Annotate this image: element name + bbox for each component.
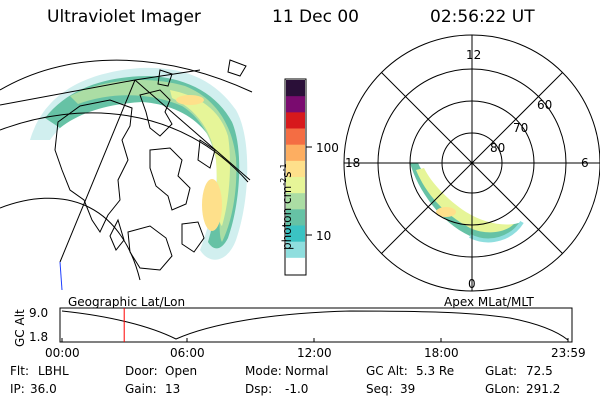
colorbar-swatch: [286, 177, 305, 194]
glon-value: 291.2: [526, 382, 561, 396]
colorbar-ticks: [306, 146, 312, 236]
seq-value: 39: [400, 382, 416, 396]
colorbar-swatch: [286, 128, 305, 146]
glat-label: GLat:: [485, 364, 518, 378]
orbit-xtick: 23:59: [551, 346, 586, 360]
date-label: 11 Dec 00: [272, 7, 359, 27]
limb-marker: [59, 261, 63, 290]
colorbar-gradient: [286, 80, 305, 275]
orbit-x-ticks: [61, 338, 569, 342]
altitude-curve: [61, 310, 569, 341]
orbit-xtick: 18:00: [424, 346, 459, 360]
colorbar-swatch: [286, 241, 305, 259]
mlat-label-60: 60: [537, 98, 553, 112]
dsp-label: Dsp:: [245, 382, 273, 396]
colorbar-swatch: [286, 209, 305, 226]
colorbar-tick-100: 100: [316, 141, 339, 155]
aurora-band-core: [170, 90, 230, 226]
mlat-label-70: 70: [513, 121, 529, 135]
ip-value: 36.0: [30, 382, 57, 396]
gc-alt-label: GC Alt:: [366, 364, 408, 378]
gc-alt-value: 5.3 Re: [416, 364, 455, 378]
colorbar-swatch: [286, 96, 305, 113]
mlt-label-12: 12: [466, 48, 482, 62]
mode-label: Mode:: [245, 364, 282, 378]
geographic-aurora-map: [0, 59, 253, 290]
coastlines: [54, 59, 247, 271]
ip-label: IP:: [10, 382, 25, 396]
polar-mlat-mlt-plot: [343, 34, 600, 292]
filter-value: LBHL: [38, 364, 69, 378]
colorbar-swatch: [286, 193, 305, 210]
orbit-ytick-low: 1.8: [29, 330, 49, 344]
orbit-altitude-plot: [59, 307, 573, 343]
filter-label: Flt:: [10, 364, 29, 378]
orbit-ytick-high: 9.0: [29, 306, 49, 320]
polar-aurora-inner: [416, 168, 514, 233]
mlt-label-0: 0: [468, 277, 476, 291]
orbit-ylabel: GC Alt: [13, 309, 27, 347]
instrument-title: Ultraviolet Imager: [47, 7, 201, 27]
door-label: Door:: [125, 364, 158, 378]
aurora-bright-spot: [202, 179, 222, 231]
glat-value: 72.5: [526, 364, 553, 378]
gain-label: Gain:: [125, 382, 157, 396]
colorbar: [284, 78, 307, 276]
orbit-xtick: 06:00: [170, 346, 205, 360]
colorbar-swatch: [286, 144, 305, 162]
colorbar-tick-10: 10: [316, 229, 332, 243]
orbit-xtick: 00:00: [45, 346, 80, 360]
colorbar-unit-label: photon cm-2s-1: [279, 163, 294, 250]
glon-label: GLon:: [485, 382, 520, 396]
colorbar-swatch: [286, 225, 305, 243]
mlt-label-6: 6: [581, 156, 589, 170]
colorbar-swatch: [286, 160, 305, 178]
orbit-xtick: 12:00: [297, 346, 332, 360]
colorbar-swatch: [286, 80, 305, 97]
geo-grid: [0, 59, 253, 281]
time-label: 02:56:22 UT: [430, 7, 535, 27]
mode-value: Normal: [285, 364, 329, 378]
polar-bright-spot: [436, 207, 456, 217]
seq-label: Seq:: [366, 382, 393, 396]
right-panel-caption: Apex MLat/MLT: [444, 295, 534, 309]
left-panel-caption: Geographic Lat/Lon: [68, 295, 186, 309]
gain-value: 13: [165, 382, 181, 396]
aurora-band-inner: [70, 80, 237, 242]
mlt-label-18: 18: [345, 156, 361, 170]
polar-grid: [343, 34, 600, 292]
colorbar-swatch: [286, 257, 305, 275]
polar-aurora-edge: [469, 220, 524, 243]
mlat-label-80: 80: [490, 141, 506, 155]
aurora-bright-spot: [176, 95, 204, 105]
dsp-value: -1.0: [285, 382, 309, 396]
colorbar-swatch: [286, 112, 305, 129]
door-value: Open: [165, 364, 198, 378]
